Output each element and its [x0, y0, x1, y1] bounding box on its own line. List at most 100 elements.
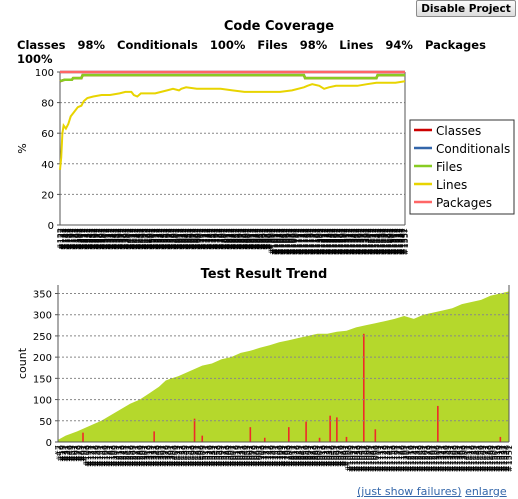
- coverage-y-tick-label: 100: [35, 68, 54, 79]
- coverage-x-tick-label: #1367: [355, 228, 364, 255]
- trend-failed-spike: [305, 421, 307, 442]
- coverage-x-tick-label: #282: [94, 228, 103, 250]
- trend-x-tick-label: #565: [217, 445, 226, 467]
- coverage-x-tick-label: #472: [140, 228, 149, 250]
- trend-x-tick-label: #253: [126, 445, 135, 467]
- trend-x-tick-label: #1285: [426, 445, 435, 472]
- coverage-x-tick-label: #802: [219, 228, 228, 250]
- coverage-x-tick-label: #267: [91, 228, 100, 250]
- trend-x-tick-label: #1279: [425, 445, 434, 472]
- trend-x-tick-label: #49: [66, 445, 75, 462]
- coverage-x-tick-label: #1192: [313, 228, 322, 255]
- trend-x-tick-label: #1165: [391, 445, 400, 472]
- trend-x-tick-label: #583: [222, 445, 231, 467]
- trend-x-tick-label: #1159: [390, 445, 399, 472]
- coverage-x-tick-label: #342: [109, 228, 118, 250]
- coverage-x-tick-label: #1242: [325, 228, 334, 255]
- coverage-x-tick-label: #587: [168, 228, 177, 250]
- trend-x-tick-label: #421: [175, 445, 184, 467]
- trend-x-tick-label: #1267: [421, 445, 430, 472]
- trend-x-tick-label: #1375: [453, 445, 462, 472]
- coverage-x-tick-label: #1392: [361, 228, 370, 255]
- coverage-x-tick-label: #822: [224, 228, 233, 250]
- trend-x-tick-label: #1537: [500, 445, 509, 472]
- trend-x-tick-label: #337: [150, 445, 159, 467]
- coverage-x-tick-label: #1132: [299, 228, 308, 255]
- trend-x-tick-label: #427: [176, 445, 185, 467]
- coverage-x-tick-label: #1157: [305, 228, 314, 255]
- trend-x-tick-label: #793: [283, 445, 292, 467]
- coverage-x-tick-label: #172: [68, 228, 77, 250]
- trend-y-label: count: [16, 347, 29, 379]
- coverage-x-tick-label: #152: [63, 228, 72, 250]
- trend-x-tick-label: #571: [218, 445, 227, 467]
- coverage-x-tick-label: #1072: [284, 228, 293, 255]
- coverage-x-tick-label: #632: [179, 228, 188, 250]
- coverage-x-tick-label: #157: [64, 228, 73, 250]
- coverage-x-tick-label: #1557: [401, 228, 410, 255]
- coverage-x-tick-label: #1437: [372, 228, 381, 255]
- trend-x-tick-label: #1417: [465, 445, 474, 472]
- coverage-x-tick-label: #542: [157, 228, 166, 250]
- trend-x-tick-label: #307: [141, 445, 150, 467]
- coverage-x-tick-label: #1137: [300, 228, 309, 255]
- coverage-x-tick-label: #872: [236, 228, 245, 250]
- coverage-x-tick-label: #862: [234, 228, 243, 250]
- trend-x-tick-label: #79: [75, 445, 84, 462]
- trend-x-tick-label: #193: [108, 445, 117, 467]
- coverage-x-tick-label: #312: [102, 228, 111, 250]
- trend-x-tick-label: #67: [71, 445, 80, 462]
- trend-x-tick-label: #877: [307, 445, 316, 467]
- coverage-x-tick-label: #477: [141, 228, 150, 250]
- trend-x-tick-label: #1459: [477, 445, 486, 472]
- coverage-x-tick-label: #1002: [268, 228, 277, 255]
- coverage-x-tick-label: #627: [177, 228, 186, 250]
- enlarge-link[interactable]: enlarge: [465, 485, 507, 498]
- coverage-x-tick-label: #162: [66, 228, 75, 250]
- trend-failed-spike: [201, 435, 204, 442]
- trend-x-tick-label: #1075: [365, 445, 374, 472]
- coverage-x-tick-label: #582: [167, 228, 176, 250]
- trend-x-tick-label: #61: [70, 445, 79, 462]
- trend-failed-spike: [318, 437, 321, 442]
- coverage-x-tick-label: #977: [262, 228, 271, 250]
- coverage-x-tick-label: #667: [187, 228, 196, 250]
- trend-x-tick-label: #313: [143, 445, 152, 467]
- trend-x-tick-label: #847: [299, 445, 308, 467]
- coverage-x-tick-label: #352: [111, 228, 120, 250]
- coverage-x-tick-label: #662: [186, 228, 195, 250]
- coverage-x-tick-label: #277: [93, 228, 102, 250]
- coverage-x-tick-label: #307: [100, 228, 109, 250]
- coverage-x-tick-label: #772: [212, 228, 221, 250]
- coverage-x-tick-label: #1522: [393, 228, 402, 255]
- trend-x-tick-label: #1531: [498, 445, 507, 472]
- trend-x-tick-label: #19: [57, 445, 66, 462]
- coverage-x-tick-label: #1212: [318, 228, 327, 255]
- trend-x-tick-label: #91: [78, 445, 87, 462]
- trend-x-tick-label: #643: [239, 445, 248, 467]
- trend-x-tick-label: #787: [281, 445, 290, 467]
- coverage-x-tick-label: #1272: [332, 228, 341, 255]
- trend-x-tick-label: #637: [238, 445, 247, 467]
- just-show-failures-link[interactable]: (just show failures): [357, 485, 462, 498]
- trend-x-tick-label: #1033: [353, 445, 362, 472]
- coverage-x-tick-label: #1167: [307, 228, 316, 255]
- coverage-x-tick-label: #1407: [365, 228, 374, 255]
- trend-x-tick-label: #835: [295, 445, 304, 467]
- coverage-x-tick-label: #912: [246, 228, 255, 250]
- coverage-x-tick-label: #1322: [345, 228, 354, 255]
- trend-x-tick-label: #109: [84, 445, 93, 467]
- trend-x-tick-label: #523: [204, 445, 213, 467]
- trend-x-tick-label: #667: [246, 445, 255, 467]
- trend-x-tick-label: #883: [309, 445, 318, 467]
- trend-x-tick-label: #229: [119, 445, 128, 467]
- coverage-x-tick-label: #1222: [320, 228, 329, 255]
- disable-project-button[interactable]: Disable Project: [416, 0, 516, 17]
- trend-failed-spike: [499, 436, 502, 442]
- trend-x-tick-label: #697: [255, 445, 264, 467]
- trend-x-tick-label: #1219: [407, 445, 416, 472]
- trend-x-tick-label: #895: [313, 445, 322, 467]
- trend-x-tick-label: #1453: [475, 445, 484, 472]
- coverage-x-tick-label: #837: [228, 228, 237, 250]
- trend-x-tick-label: #973: [335, 445, 344, 467]
